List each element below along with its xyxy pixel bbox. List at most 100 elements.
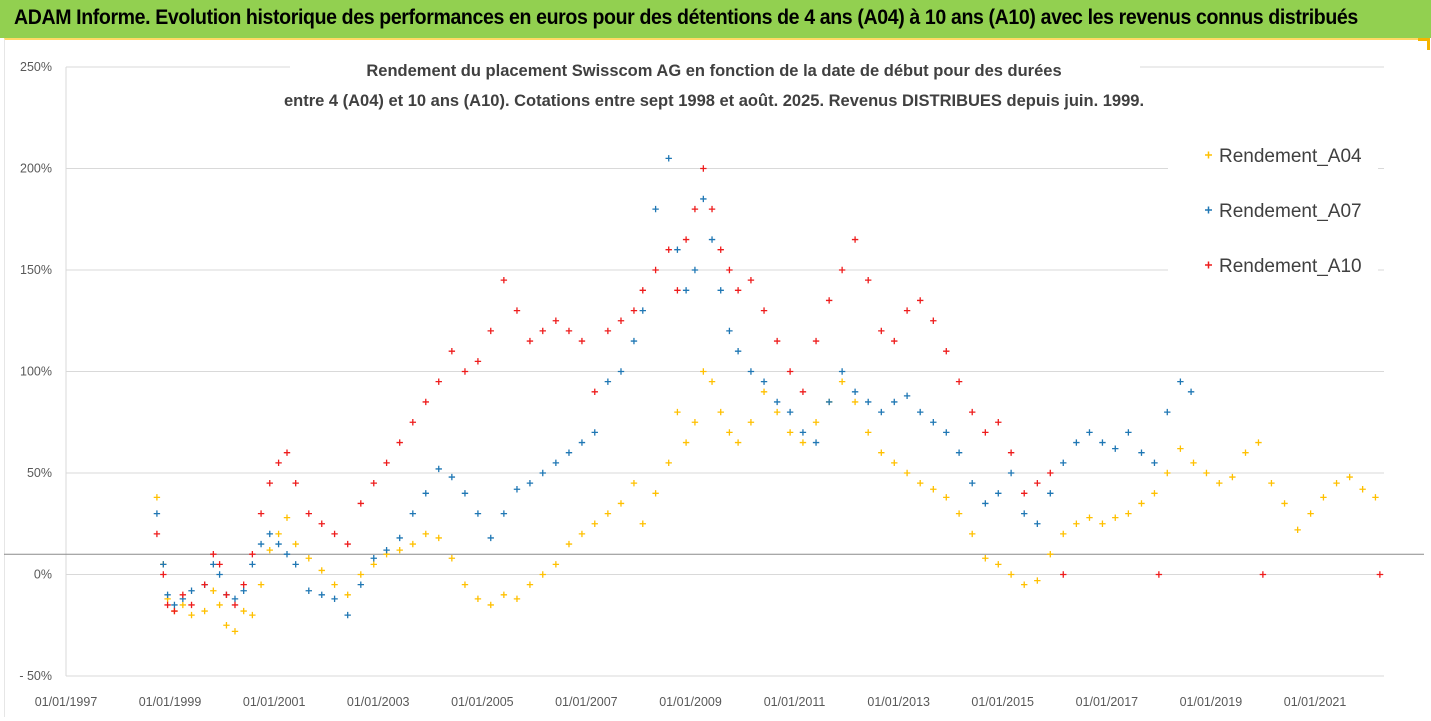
legend-item: Rendement_A04 bbox=[1205, 146, 1362, 167]
rendement-a10-point bbox=[578, 337, 586, 345]
rendement-a04-point bbox=[726, 429, 733, 436]
rendement-a07-point bbox=[539, 469, 546, 477]
report-title: ADAM Informe. Evolution historique des p… bbox=[14, 6, 1358, 29]
rendement-a07-point bbox=[617, 368, 625, 375]
report-banner: ADAM Informe. Evolution historique des p… bbox=[0, 0, 1431, 38]
rendement-a04-point bbox=[639, 520, 646, 527]
rendement-a04-point bbox=[292, 540, 299, 548]
rendement-a10-point bbox=[370, 479, 377, 487]
rendement-a10-point bbox=[396, 439, 403, 446]
rendement-a10-point bbox=[318, 520, 325, 527]
rendement-a04-point bbox=[995, 561, 1002, 568]
rendement-a07-point bbox=[461, 490, 469, 497]
rendement-a07-point bbox=[448, 473, 456, 481]
rendement-a04-point bbox=[1177, 445, 1184, 452]
rendement-a04-point bbox=[674, 408, 681, 416]
rendement-a04-point bbox=[188, 611, 195, 619]
rendement-a04-point bbox=[223, 622, 230, 629]
rendement-a04-point bbox=[435, 534, 442, 542]
rendement-a04-point bbox=[266, 546, 273, 554]
rendement-a07-point bbox=[240, 587, 247, 594]
y-tick-label: 0% bbox=[34, 568, 52, 582]
rendement-a04-point bbox=[799, 439, 807, 446]
rendement-a07-point bbox=[747, 368, 755, 375]
x-tick-label: 01/01/2001 bbox=[243, 695, 306, 709]
legend-marker bbox=[1205, 151, 1212, 159]
rendement-a07-point bbox=[700, 195, 707, 203]
rendement-a10-point bbox=[969, 408, 976, 416]
rendement-a04-point bbox=[1151, 490, 1158, 497]
rendement-a10-point bbox=[240, 581, 247, 588]
rendement-a04-point bbox=[1320, 494, 1327, 501]
legend-box bbox=[1168, 128, 1378, 300]
rendement-a04-point bbox=[969, 530, 976, 538]
rendement-a10-point bbox=[513, 307, 521, 314]
rendement-a07-point bbox=[331, 595, 338, 603]
rendement-a10-point bbox=[691, 205, 699, 213]
x-axis-labels: 01/01/1997 01/01/1999 01/01/2001 01/01/2003… bbox=[35, 695, 1347, 709]
rendement-a10-point bbox=[1376, 571, 1384, 578]
rendement-a07-point bbox=[474, 510, 482, 517]
rendement-a07-point bbox=[1060, 459, 1067, 467]
rendement-a04-point bbox=[617, 500, 625, 507]
rendement-a04-point bbox=[700, 368, 707, 375]
y-tick-label: 100% bbox=[20, 365, 52, 379]
rendement-a07-point bbox=[838, 368, 846, 375]
rendement-a07-point bbox=[292, 561, 299, 568]
rendement-a10-point bbox=[153, 530, 161, 538]
rendement-a07-point bbox=[955, 449, 963, 456]
rendement-a07-point bbox=[396, 534, 403, 542]
rendement-a07-point bbox=[825, 398, 833, 406]
rendement-a07-point bbox=[357, 581, 365, 588]
rendement-a04-point bbox=[1359, 486, 1366, 493]
legend-marker bbox=[1205, 261, 1212, 269]
legend-item: Rendement_A07 bbox=[1205, 201, 1362, 222]
rendement-a04-point bbox=[249, 611, 256, 619]
rendement-a07-point bbox=[1021, 510, 1028, 517]
rendement-a04-point bbox=[878, 449, 885, 456]
legend-label: Rendement_A10 bbox=[1219, 256, 1362, 277]
data-points bbox=[153, 155, 1384, 635]
rendement-a07-point bbox=[153, 510, 161, 517]
rendement-a10-point bbox=[917, 297, 924, 304]
rendement-a07-point bbox=[275, 540, 282, 548]
rendement-a07-point bbox=[995, 490, 1002, 497]
rendement-a10-point bbox=[422, 398, 429, 406]
rendement-a04-point bbox=[396, 546, 403, 554]
rendement-a07-point bbox=[969, 479, 976, 487]
rendement-a04-point bbox=[812, 419, 820, 426]
rendement-a07-point bbox=[422, 490, 429, 497]
rendement-a07-point bbox=[943, 429, 950, 436]
rendement-a10-point bbox=[231, 601, 239, 609]
legend-marker bbox=[1205, 206, 1212, 214]
rendement-a04-point bbox=[1281, 500, 1288, 507]
x-tick-label: 01/01/2009 bbox=[659, 695, 722, 709]
rendement-a10-point bbox=[786, 368, 794, 375]
rendement-a07-point bbox=[630, 337, 638, 345]
rendement-a04-point bbox=[422, 530, 429, 538]
rendement-a10-point bbox=[500, 276, 508, 284]
rendement-a04-point bbox=[665, 459, 672, 467]
rendement-a10-point bbox=[864, 276, 872, 284]
rendement-a04-point bbox=[717, 408, 724, 416]
rendement-a04-point bbox=[283, 514, 291, 521]
rendement-a04-point bbox=[760, 388, 768, 395]
rendement-a10-point bbox=[474, 358, 482, 365]
rendement-a04-point bbox=[526, 581, 534, 588]
rendement-a07-point bbox=[383, 546, 390, 554]
chart-title-line-1: Rendement du placement Swisscom AG en fo… bbox=[366, 62, 1061, 80]
rendement-a04-point bbox=[682, 439, 690, 446]
rendement-a10-point bbox=[283, 449, 291, 456]
rendement-a07-point bbox=[318, 591, 325, 598]
rendement-a10-point bbox=[825, 297, 833, 304]
rendement-a04-point bbox=[930, 486, 937, 493]
rendement-a10-point bbox=[617, 317, 625, 324]
rendement-a07-point bbox=[1138, 449, 1145, 456]
rendement-a10-point bbox=[734, 287, 742, 294]
rendement-a10-point bbox=[257, 510, 265, 517]
rendement-a07-point bbox=[552, 459, 560, 467]
rendement-a04-point bbox=[370, 561, 377, 568]
rendement-a10-point bbox=[995, 419, 1002, 426]
rendement-a04-point bbox=[153, 494, 161, 501]
rendement-a04-point bbox=[1125, 510, 1132, 517]
